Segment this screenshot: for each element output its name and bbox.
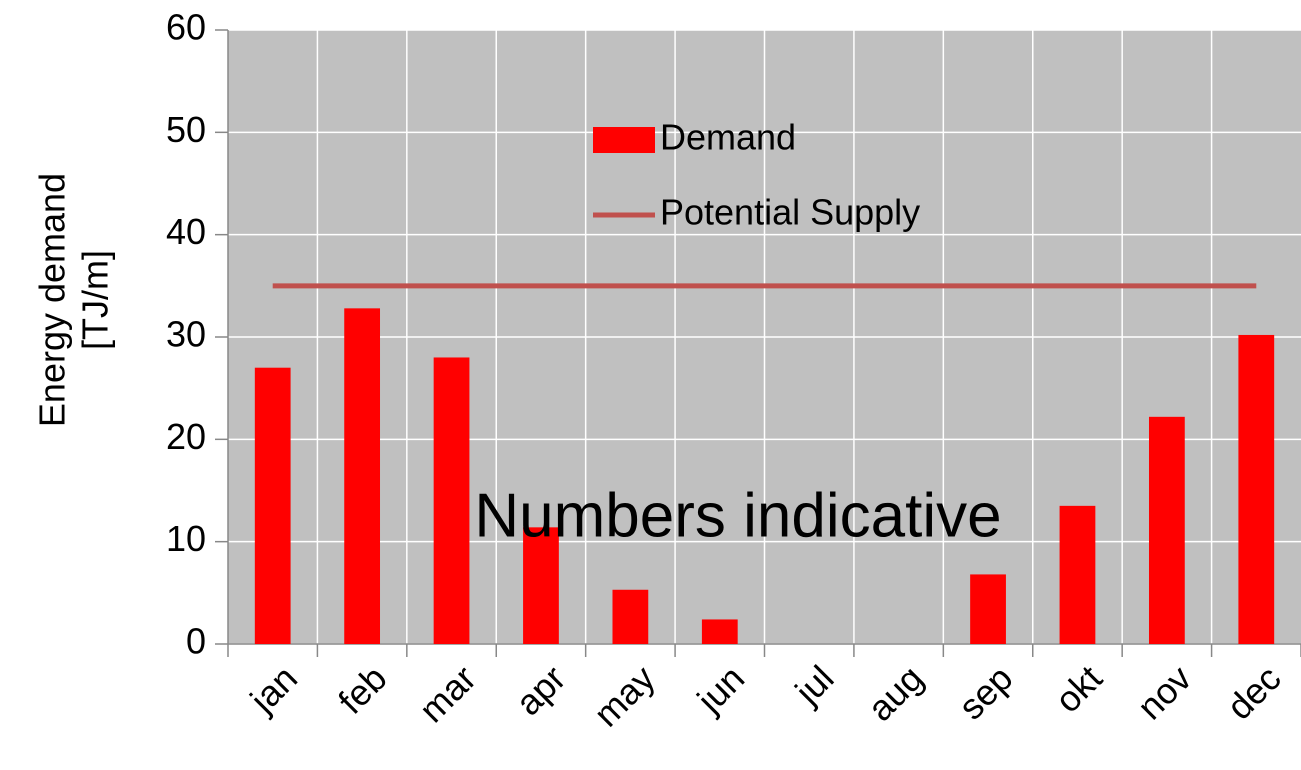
bar <box>523 527 559 644</box>
x-tick-label: feb <box>330 657 394 721</box>
legend-swatch <box>593 127 655 153</box>
x-tick-label: jan <box>241 657 305 721</box>
y-tick-label: 40 <box>166 211 206 252</box>
x-tick-label: jun <box>689 657 753 721</box>
bar <box>254 367 291 644</box>
bar <box>612 589 649 644</box>
legend-label: Demand <box>660 117 796 158</box>
y-axis-label: Energy demand <box>32 173 73 427</box>
y-tick-label: 20 <box>166 416 206 457</box>
x-tick-label: aug <box>860 657 931 728</box>
legend-label: Potential Supply <box>660 192 920 233</box>
x-tick-label: mar <box>411 657 484 730</box>
x-tick-label: apr <box>508 657 574 723</box>
bar <box>344 308 381 644</box>
bar <box>1148 416 1185 644</box>
bar <box>701 619 738 644</box>
x-tick-label: sep <box>950 657 1020 727</box>
x-tick-label: okt <box>1047 657 1110 720</box>
y-tick-label: 0 <box>186 621 206 662</box>
bar <box>1238 334 1275 644</box>
x-tick-label: nov <box>1129 657 1199 727</box>
x-tick-label: may <box>586 657 663 734</box>
y-tick-label: 50 <box>166 109 206 150</box>
x-tick-label: jul <box>786 657 841 712</box>
bar <box>970 574 1006 644</box>
y-tick-label: 30 <box>166 314 206 355</box>
y-axis-label: [TJ/m] <box>75 250 116 350</box>
x-tick-label: dec <box>1219 657 1289 727</box>
bar <box>433 357 470 644</box>
y-tick-label: 60 <box>166 7 206 48</box>
annotation: Numbers indicative <box>474 481 1001 550</box>
bar <box>1059 505 1096 644</box>
y-tick-label: 10 <box>166 518 206 559</box>
